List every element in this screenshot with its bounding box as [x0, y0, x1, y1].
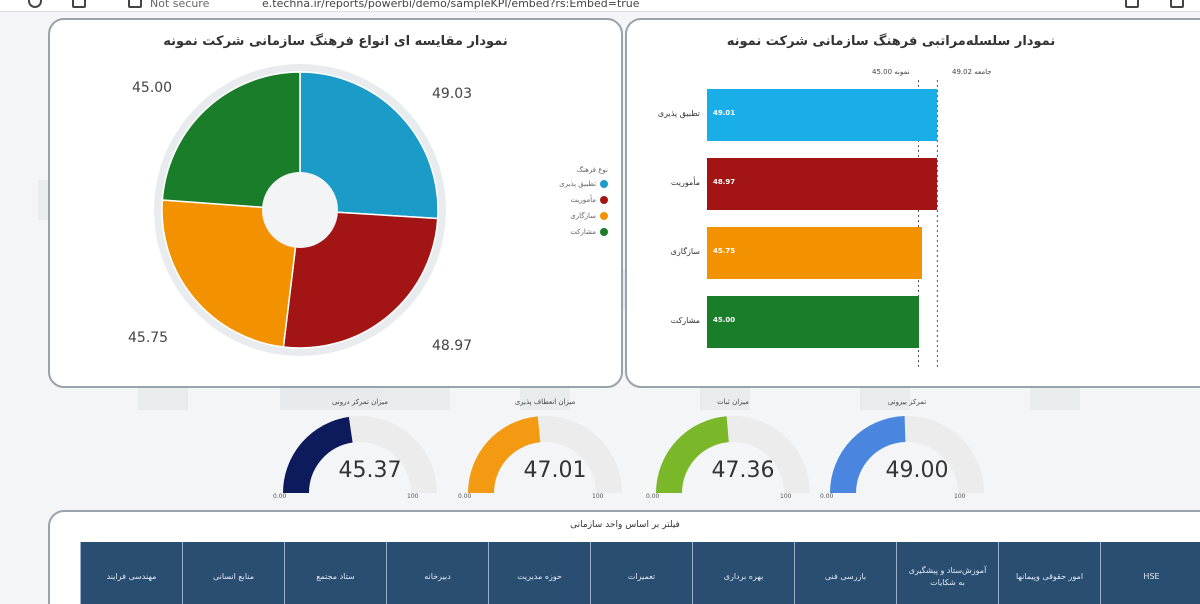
bar-value-label: 45.00 [713, 316, 736, 324]
warning-icon [128, 0, 142, 8]
ref-line-label-sample: نمونه 45.00 [872, 68, 910, 76]
ref-line-label-population: جامعه 49.02 [952, 68, 992, 76]
legend-dot [600, 180, 608, 188]
browser-address-bar: Not secure e.techna.ir/reports/powerbi/d… [0, 0, 1200, 12]
gauge-title: میزان انعطاف پذیری [514, 398, 576, 406]
gauge-flexibility: میزان انعطاف پذیری 47.01 0.00 100 [450, 398, 640, 508]
gauge-value: 47.01 [523, 458, 587, 483]
collections-icon[interactable] [1170, 0, 1184, 8]
gauge-fill [283, 416, 354, 494]
filter-column-legal[interactable]: امور حقوقی وپیمانها [998, 542, 1100, 604]
favorite-icon[interactable] [1125, 0, 1139, 8]
bar-category-label: مشارکت [670, 316, 700, 325]
apps-icon[interactable] [72, 0, 86, 8]
bar-category-label: تطبیق پذیری [657, 109, 700, 118]
pie-data-label-mission: 48.97 [432, 338, 473, 354]
gauge-internal-focus: میزان تمرکز درونی 45.37 0.00 100 [265, 398, 455, 508]
gauge-min: 0.00 [820, 493, 834, 500]
legend-dot [600, 196, 608, 204]
gauge-fill [468, 416, 541, 494]
gauge-max: 100 [954, 493, 966, 500]
filter-column-process-eng[interactable]: مهندسی فرایند [80, 542, 182, 604]
gauge-arc [283, 416, 437, 494]
bar-value-label: 48.97 [713, 178, 736, 186]
gauge-fill [830, 416, 906, 494]
pie-legend: نوع فرهنگ تطبیق پذیری مأموریت سازگاری مش… [538, 166, 608, 244]
pie-chart-title: نمودار مقایسه ای انواع فرهنگ سازمانی شرک… [163, 34, 508, 49]
legend-item[interactable]: سازگاری [538, 212, 608, 220]
bar-reference-lines [918, 80, 938, 370]
gauge-min: 0.00 [458, 493, 472, 500]
gauge-value: 45.37 [338, 458, 402, 483]
legend-label: مأموریت [570, 196, 596, 204]
filter-column-hse[interactable]: HSE [1100, 542, 1200, 604]
bar-row[interactable]: مشارکت 45.00 [630, 296, 960, 348]
url-text[interactable]: e.techna.ir/reports/powerbi/demo/sampleK… [262, 0, 640, 10]
bar-adaptability: 49.01 [707, 89, 938, 141]
gauge-value: 49.00 [885, 458, 949, 483]
pie-slice-mission [282, 209, 439, 349]
gauge-min: 0.00 [273, 493, 287, 500]
bar-category-label: مأموریت [670, 178, 700, 187]
legend-label: تطبیق پذیری [559, 180, 596, 188]
filter-column-management[interactable]: حوزه مدیریت [488, 542, 590, 604]
filter-column-hr[interactable]: منابع انسانی [182, 542, 284, 604]
bar-row[interactable]: مأموریت 48.97 [630, 158, 960, 210]
gauge-arc [830, 416, 984, 494]
gauge-fill [656, 416, 730, 494]
bar-value-label: 45.75 [713, 247, 736, 255]
unit-filter-panel: فیلتر بر اساس واحد سازمانی HSE امور حقوق… [48, 510, 1200, 604]
legend-label: مشارکت [570, 228, 596, 236]
filter-title: فیلتر بر اساس واحد سازمانی [570, 520, 680, 530]
filter-column-secretariat[interactable]: دبیرخانه [386, 542, 488, 604]
gauge-max: 100 [592, 493, 604, 500]
refresh-icon[interactable] [28, 0, 42, 8]
pie-data-label-consistency: 45.75 [128, 330, 169, 346]
bar-row[interactable]: سازگاری 45.75 [630, 227, 960, 279]
filter-column-headquarters[interactable]: ستاد مجتمع [284, 542, 386, 604]
bar-category-label: سازگاری [670, 247, 700, 256]
filter-column-operation[interactable]: بهره برداری [692, 542, 794, 604]
pie-center-hole [262, 172, 338, 248]
bar-involvement: 45.00 [707, 296, 919, 348]
gauge-external-focus: تمرکز بیرونی 49.00 0.00 100 [812, 398, 1002, 508]
pie-slice-adaptability [299, 71, 439, 220]
gauge-arc [656, 416, 810, 494]
filter-column-training[interactable]: آموزش‌ستاد و پیشگیری به شکایات [896, 542, 998, 604]
bar-consistency: 45.75 [707, 227, 923, 279]
security-status: Not secure [150, 0, 210, 10]
pie-slice-involvement [161, 71, 301, 211]
gauge-title: میزان تمرکز درونی [332, 398, 388, 406]
legend-item[interactable]: مشارکت [538, 228, 608, 236]
gauge-title: میزان ثبات [717, 398, 749, 406]
pie-data-label-adaptability: 49.03 [432, 86, 473, 102]
legend-dot [600, 228, 608, 236]
legend-dot [600, 212, 608, 220]
legend-label: سازگاری [570, 212, 596, 220]
gauge-title: تمرکز بیرونی [887, 398, 927, 406]
filter-column-inspection[interactable]: بازرسی فنی [794, 542, 896, 604]
filter-column-maintenance[interactable]: تعمیرات [590, 542, 692, 604]
gauge-max: 100 [780, 493, 792, 500]
legend-title: نوع فرهنگ [576, 166, 608, 174]
gauge-stability: میزان ثبات 47.36 0.00 100 [638, 398, 828, 508]
gauge-value: 47.36 [711, 458, 775, 483]
bar-value-label: 49.01 [713, 109, 736, 117]
gauge-min: 0.00 [646, 493, 660, 500]
pie-slice-consistency [161, 199, 301, 348]
gauge-arc [468, 416, 622, 494]
bar-row[interactable]: تطبیق پذیری 49.01 [630, 89, 960, 141]
bar-chart-title: نمودار سلسله‌مراتبی فرهنگ سازمانی شرکت ن… [726, 34, 1056, 49]
gauge-max: 100 [407, 493, 419, 500]
filter-header-row: HSE امور حقوقی وپیمانها آموزش‌ستاد و پیش… [80, 542, 1200, 604]
pie-data-label-involvement: 45.00 [132, 80, 173, 96]
bar-mission: 48.97 [707, 158, 938, 210]
legend-item[interactable]: تطبیق پذیری [538, 180, 608, 188]
pie-chart [154, 64, 446, 356]
legend-item[interactable]: مأموریت [538, 196, 608, 204]
